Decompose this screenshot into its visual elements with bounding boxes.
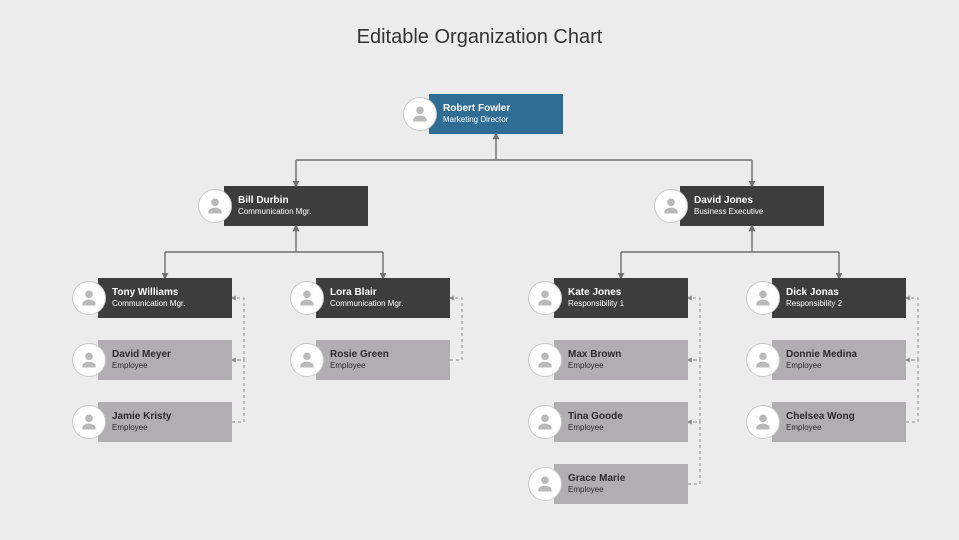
node-role: Communication Mgr. <box>238 207 368 217</box>
node-role: Responsibility 1 <box>568 299 688 309</box>
node-name: David Jones <box>694 195 824 207</box>
person-icon <box>290 281 324 315</box>
node-role: Employee <box>330 361 450 371</box>
connector-layer <box>0 0 959 540</box>
node-role: Employee <box>112 423 232 433</box>
person-icon <box>654 189 688 223</box>
org-node-c1: Jamie KristyEmployee <box>72 402 232 442</box>
page-title: Editable Organization Chart <box>0 26 959 49</box>
person-icon <box>528 467 562 501</box>
node-role: Communication Mgr. <box>330 299 450 309</box>
node-role: Responsibility 2 <box>786 299 906 309</box>
node-role: Employee <box>568 361 688 371</box>
node-name: Tony Williams <box>112 287 232 299</box>
person-icon <box>403 97 437 131</box>
person-icon <box>198 189 232 223</box>
node-name: Lora Blair <box>330 287 450 299</box>
org-node-b4: Donnie MedinaEmployee <box>746 340 906 380</box>
node-name: Dick Jonas <box>786 287 906 299</box>
node-name: Rosie Green <box>330 349 450 361</box>
node-role: Employee <box>112 361 232 371</box>
node-role: Employee <box>568 423 688 433</box>
node-name: Max Brown <box>568 349 688 361</box>
node-name: Kate Jones <box>568 287 688 299</box>
org-node-m1: Bill DurbinCommunication Mgr. <box>198 186 368 226</box>
node-role: Business Executive <box>694 207 824 217</box>
person-icon <box>746 281 780 315</box>
org-node-m2: David JonesBusiness Executive <box>654 186 824 226</box>
person-icon <box>72 281 106 315</box>
node-name: Grace Marie <box>568 473 688 485</box>
node-name: Tina Goode <box>568 411 688 423</box>
node-role: Employee <box>786 423 906 433</box>
org-node-b1: David MeyerEmployee <box>72 340 232 380</box>
node-name: Jamie Kristy <box>112 411 232 423</box>
node-name: David Meyer <box>112 349 232 361</box>
person-icon <box>528 281 562 315</box>
person-icon <box>746 343 780 377</box>
node-name: Chelsea Wong <box>786 411 906 423</box>
org-node-c4: Chelsea WongEmployee <box>746 402 906 442</box>
person-icon <box>72 405 106 439</box>
person-icon <box>746 405 780 439</box>
node-name: Donnie Medina <box>786 349 906 361</box>
org-node-a1: Tony WilliamsCommunication Mgr. <box>72 278 232 318</box>
node-role: Marketing Director <box>443 115 563 125</box>
node-role: Employee <box>786 361 906 371</box>
node-role: Employee <box>568 485 688 495</box>
org-node-d3: Grace MarieEmployee <box>528 464 688 504</box>
org-node-b2: Rosie GreenEmployee <box>290 340 450 380</box>
org-node-root: Robert FowlerMarketing Director <box>403 94 563 134</box>
org-node-b3: Max BrownEmployee <box>528 340 688 380</box>
node-name: Bill Durbin <box>238 195 368 207</box>
node-role: Communication Mgr. <box>112 299 232 309</box>
org-node-a2: Lora BlairCommunication Mgr. <box>290 278 450 318</box>
person-icon <box>290 343 324 377</box>
org-node-c3: Tina GoodeEmployee <box>528 402 688 442</box>
person-icon <box>528 343 562 377</box>
org-node-a4: Dick JonasResponsibility 2 <box>746 278 906 318</box>
node-name: Robert Fowler <box>443 103 563 115</box>
org-node-a3: Kate JonesResponsibility 1 <box>528 278 688 318</box>
person-icon <box>528 405 562 439</box>
person-icon <box>72 343 106 377</box>
